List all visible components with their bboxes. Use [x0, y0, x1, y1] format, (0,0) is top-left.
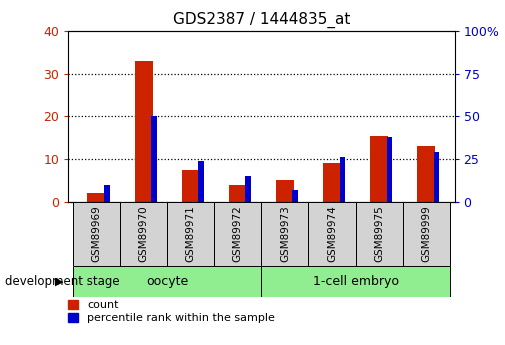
- Bar: [339, 157, 345, 202]
- Text: GSM89971: GSM89971: [186, 205, 195, 262]
- Text: GSM89999: GSM89999: [421, 205, 431, 262]
- Bar: [262, 266, 450, 297]
- Text: ▶: ▶: [55, 276, 63, 286]
- Bar: [262, 202, 309, 266]
- Bar: [387, 137, 392, 202]
- Bar: [276, 180, 294, 202]
- Bar: [323, 164, 341, 202]
- Text: oocyte: oocyte: [146, 275, 188, 288]
- Bar: [198, 161, 204, 202]
- Bar: [434, 152, 439, 202]
- Text: GSM89970: GSM89970: [138, 205, 148, 262]
- Bar: [370, 136, 388, 202]
- Text: GSM89969: GSM89969: [91, 205, 102, 262]
- Bar: [73, 202, 120, 266]
- Bar: [73, 266, 262, 297]
- Bar: [229, 185, 247, 202]
- Bar: [104, 185, 110, 202]
- Bar: [402, 202, 450, 266]
- Text: GSM89972: GSM89972: [233, 205, 243, 262]
- Text: development stage: development stage: [5, 275, 120, 288]
- Bar: [151, 117, 157, 202]
- Bar: [356, 202, 402, 266]
- Bar: [417, 146, 435, 202]
- Bar: [87, 193, 106, 202]
- Bar: [182, 170, 199, 202]
- Text: GSM89974: GSM89974: [327, 205, 337, 262]
- Legend: count, percentile rank within the sample: count, percentile rank within the sample: [68, 300, 275, 323]
- Bar: [292, 190, 298, 202]
- Title: GDS2387 / 1444835_at: GDS2387 / 1444835_at: [173, 12, 350, 28]
- Bar: [167, 202, 214, 266]
- Text: 1-cell embryo: 1-cell embryo: [313, 275, 398, 288]
- Bar: [214, 202, 262, 266]
- Bar: [120, 202, 167, 266]
- Text: GSM89973: GSM89973: [280, 205, 290, 262]
- Bar: [245, 176, 251, 202]
- Bar: [135, 61, 153, 202]
- Text: GSM89975: GSM89975: [374, 205, 384, 262]
- Bar: [309, 202, 356, 266]
